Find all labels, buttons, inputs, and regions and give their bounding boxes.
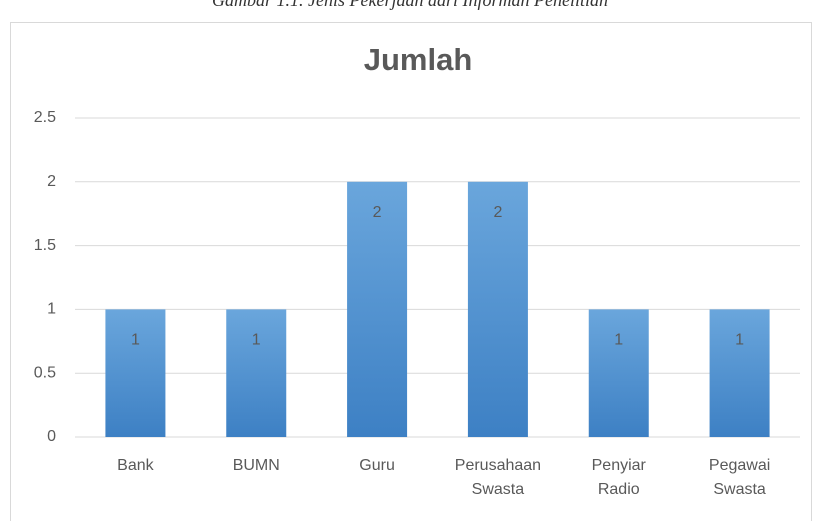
x-tick-label-line: Penyiar	[592, 457, 647, 474]
x-tick-label: Perusahaan Swasta	[455, 457, 541, 498]
value-label: 2	[373, 204, 382, 221]
y-tick-label: 0.5	[34, 364, 56, 381]
y-tick-label: 1.5	[34, 237, 56, 254]
y-tick-label: 2	[47, 173, 56, 190]
x-tick-label-line: Pegawai	[709, 457, 770, 474]
value-label: 1	[252, 332, 261, 349]
bar	[709, 309, 770, 437]
x-tick-label: Penyiar Radio	[592, 457, 647, 498]
x-tick-label: Bank	[117, 457, 154, 474]
value-label: 1	[131, 332, 140, 349]
chart-frame	[10, 22, 812, 521]
chart-title: Jumlah	[364, 42, 473, 77]
x-tick-label-line: Bank	[117, 457, 154, 474]
x-tick-label-line: Perusahaan	[455, 457, 541, 474]
bar	[226, 309, 287, 437]
x-tick-label-line: Guru	[359, 457, 395, 474]
value-label: 2	[493, 204, 502, 221]
y-tick-label: 0	[47, 428, 56, 445]
x-tick-label-line: BUMN	[233, 457, 280, 474]
x-tick-label: Guru	[359, 457, 395, 474]
y-tick-label: 1	[47, 301, 56, 318]
caption: Gambar 1.1. Jenis Pekerjaan dari Informa…	[212, 0, 608, 10]
bar	[105, 309, 166, 437]
x-tick-label: BUMN	[233, 457, 280, 474]
bar	[588, 309, 649, 437]
value-label: 1	[735, 332, 744, 349]
x-tick-label: Pegawai Swasta	[709, 457, 770, 498]
y-tick-label: 2.5	[34, 109, 56, 126]
x-tick-label-line: Swasta	[713, 481, 766, 498]
x-tick-label-line: Swasta	[472, 481, 525, 498]
bar	[347, 181, 408, 437]
value-label: 1	[614, 332, 623, 349]
x-tick-label-line: Radio	[598, 481, 640, 498]
bar	[467, 181, 528, 437]
